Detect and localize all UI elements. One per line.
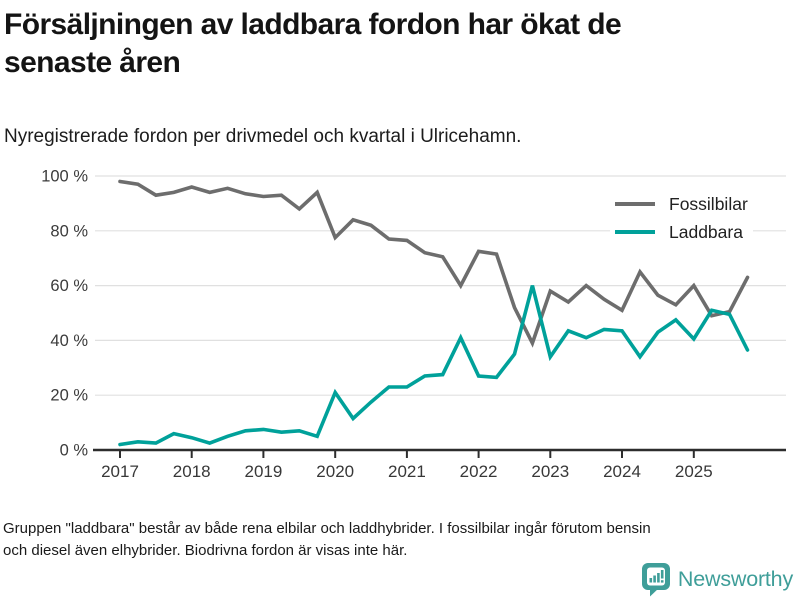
y-axis-label: 0 % — [60, 442, 89, 460]
legend-item-laddbara: Laddbara — [615, 218, 748, 246]
x-axis-label: 2021 — [388, 462, 426, 481]
footnote-line-1: Gruppen "laddbara" består av både rena e… — [3, 520, 651, 537]
y-axis-label: 60 % — [50, 277, 88, 295]
x-axis-label: 2023 — [531, 462, 569, 481]
x-axis-label: 2017 — [101, 462, 139, 481]
x-axis-label: 2019 — [244, 462, 282, 481]
legend-label-laddbara: Laddbara — [669, 221, 743, 242]
x-axis-label: 2022 — [460, 462, 498, 481]
page-title-line-2: senaste åren — [4, 46, 181, 79]
series-line-laddbara — [118, 285, 750, 447]
legend-item-fossilbilar: Fossilbilar — [615, 190, 748, 218]
legend-label-fossilbilar: Fossilbilar — [669, 193, 748, 214]
brand-name: Newsworthy — [677, 567, 793, 591]
y-axis-label: 100 % — [41, 168, 88, 186]
newsworthy-logo: Newsworthy — [641, 562, 793, 597]
chart-footnote: Gruppen "laddbara" består av både rena e… — [3, 518, 651, 561]
chart-subtitle: Nyregistrerade fordon per drivmedel och … — [4, 126, 522, 147]
series-line-fossilbilar — [118, 179, 750, 348]
legend-swatch-laddbara — [615, 229, 655, 235]
x-axis-label: 2025 — [675, 462, 713, 481]
x-axis-label: 2024 — [603, 462, 641, 481]
page-title: Försäljningen av laddbara fordon har öka… — [4, 6, 622, 82]
newsworthy-icon — [641, 563, 670, 597]
y-axis-label: 40 % — [50, 332, 88, 350]
y-axis-label: 80 % — [50, 222, 88, 240]
y-axis-label: 20 % — [50, 387, 88, 405]
page-title-line-1: Försäljningen av laddbara fordon har öka… — [4, 8, 622, 41]
footnote-line-2: och diesel även elhybrider. Biodrivna fo… — [3, 541, 408, 559]
chart-legend: Fossilbilar Laddbara — [610, 190, 753, 246]
x-axis-label: 2018 — [173, 462, 211, 481]
legend-swatch-fossilbilar — [615, 201, 655, 207]
x-axis-label: 2020 — [316, 462, 354, 481]
